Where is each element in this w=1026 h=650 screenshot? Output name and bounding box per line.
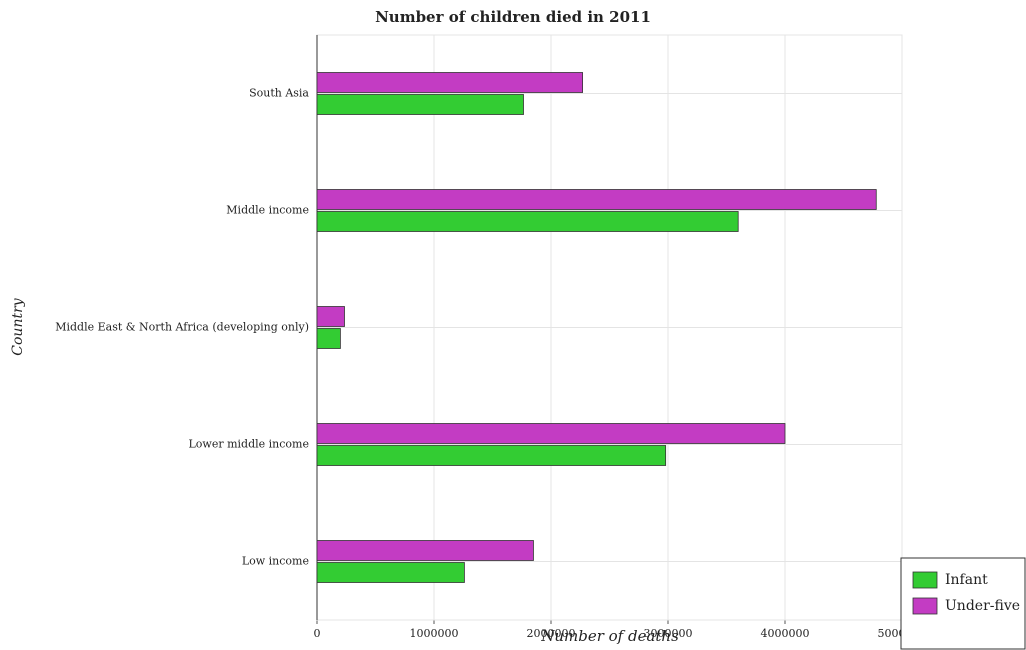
bar — [316, 328, 341, 349]
bar — [316, 211, 739, 232]
legend-label: Infant — [945, 572, 988, 588]
y-axis-label: Country — [10, 297, 26, 355]
y-tick-label: Lower middle income — [189, 438, 310, 451]
y-tick-label: Middle East & North Africa (developing o… — [55, 321, 309, 334]
bar — [316, 306, 345, 327]
x-tick-label: 4000000 — [761, 627, 810, 640]
x-tick-label: 0 — [314, 627, 321, 640]
y-tick-label: Low income — [242, 555, 309, 568]
legend-swatch — [912, 597, 938, 615]
bar — [316, 72, 583, 93]
bar — [316, 445, 667, 466]
x-tick-label: 1000000 — [410, 627, 459, 640]
bar — [316, 94, 524, 115]
legend-label: Under-five — [945, 598, 1020, 614]
bar — [316, 540, 534, 561]
bar — [316, 189, 877, 210]
x-tick-label: 3000000 — [644, 627, 693, 640]
bar — [316, 423, 786, 444]
x-tick-label: 2000000 — [527, 627, 576, 640]
legend-swatch — [912, 571, 938, 589]
x-axis-label: Number of deaths — [540, 627, 679, 645]
y-tick-label: South Asia — [249, 87, 309, 100]
bar — [316, 562, 465, 583]
y-tick-label: Middle income — [226, 204, 309, 217]
chart-title: Number of children died in 2011 — [375, 8, 651, 26]
